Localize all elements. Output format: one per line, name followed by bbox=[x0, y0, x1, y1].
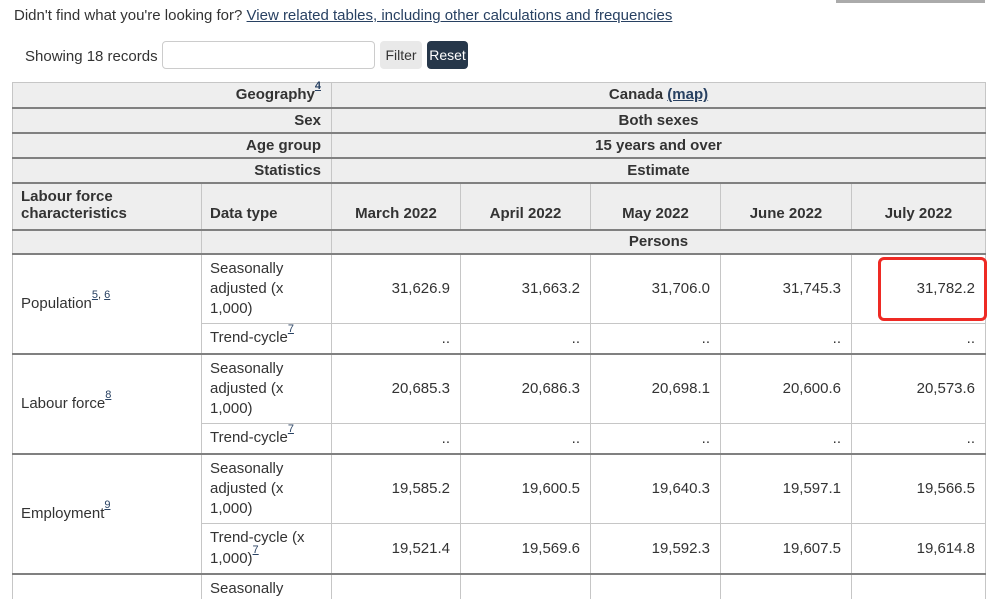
value-cell: 20,686.3 bbox=[460, 352, 591, 425]
labour-force-data-table: Geography4 Canada (map) Sex Both sexes A… bbox=[12, 80, 988, 599]
prompt-text: Didn't find what you're looking for? bbox=[14, 7, 243, 24]
value-cell: 19,521.4 bbox=[331, 523, 461, 575]
data-type-cell: Trend-cycle7 bbox=[201, 323, 332, 354]
filter-row-sex: Sex Both sexes bbox=[12, 106, 987, 133]
column-header-month: April 2022 bbox=[460, 181, 591, 230]
value-cell: .. bbox=[850, 323, 987, 354]
value-cell: 19,607.5 bbox=[720, 523, 852, 575]
value-cell: 20,573.6 bbox=[850, 352, 987, 425]
value-cell: 31,663.2 bbox=[460, 252, 591, 325]
footnote-link[interactable]: 7 bbox=[287, 423, 294, 436]
footnote-link[interactable]: 5 bbox=[91, 289, 99, 301]
value-cell: 20,698.1 bbox=[590, 352, 721, 425]
filter-label-age-group: Age group bbox=[12, 131, 332, 158]
value-cell: 31,745.3 bbox=[720, 252, 852, 325]
filter-label-statistics: Statistics bbox=[12, 156, 332, 183]
value-cell: 31,626.9 bbox=[331, 252, 461, 325]
value-cell: .. bbox=[720, 323, 852, 354]
footnote-link[interactable]: 4 bbox=[314, 80, 321, 93]
unit-header-row: Persons bbox=[12, 228, 987, 254]
filter-row-geography: Geography4 Canada (map) bbox=[12, 80, 987, 108]
value-cell: .. bbox=[850, 423, 987, 454]
table-row: Labour force8 Seasonally adjusted (x 1,00… bbox=[12, 352, 987, 454]
unit-empty-cell bbox=[12, 228, 202, 254]
footnote-link[interactable]: 6 bbox=[104, 289, 111, 301]
footnote-link[interactable]: 7 bbox=[252, 543, 259, 556]
cutoff-element-edge bbox=[836, 0, 985, 3]
value-cell: 19,600.5 bbox=[460, 452, 591, 525]
footnote-link[interactable]: 8 bbox=[105, 389, 112, 401]
data-type-cell: Trend-cycle (x 1,000)7 bbox=[201, 523, 332, 575]
value-cell: 19,569.6 bbox=[460, 523, 591, 575]
data-type-cell: Seasonally adjusted (x 1,000) bbox=[201, 352, 332, 425]
column-header-month: May 2022 bbox=[590, 181, 721, 230]
footnote-link[interactable]: 9 bbox=[104, 499, 111, 512]
footnote-link[interactable]: 7 bbox=[287, 323, 294, 336]
record-count-label: Showing 18 records bbox=[25, 48, 158, 65]
value-cell: 15,897.2 bbox=[460, 572, 591, 599]
filter-row-age-group: Age group 15 years and over bbox=[12, 131, 987, 158]
row-label-population: Population5, 6 bbox=[12, 252, 202, 354]
value-cell: 16,032.6 bbox=[590, 572, 721, 599]
filter-value-statistics: Estimate bbox=[330, 156, 987, 183]
filter-input[interactable] bbox=[162, 41, 375, 69]
value-cell: .. bbox=[331, 323, 461, 354]
related-tables-prompt: Didn't find what you're looking for? Vie… bbox=[14, 7, 672, 24]
row-label-employment: Employment9 bbox=[12, 452, 202, 575]
filter-value-geography: Canada (map) bbox=[330, 82, 987, 108]
value-cell: 19,640.3 bbox=[590, 452, 721, 525]
value-cell: 20,685.3 bbox=[331, 352, 461, 425]
reset-button[interactable]: Reset bbox=[427, 41, 468, 69]
related-tables-link[interactable]: View related tables, including other cal… bbox=[246, 7, 673, 24]
filter-label-geography: Geography4 bbox=[12, 80, 332, 108]
value-cell: .. bbox=[331, 423, 461, 454]
value-cell: 20,600.6 bbox=[720, 352, 852, 425]
data-type-cell: Seasonally adjusted (x 1,000) bbox=[201, 452, 332, 525]
table-row: Full-time employment10Seasonally adjuste… bbox=[12, 572, 987, 599]
value-cell: 16,028.6 bbox=[720, 572, 852, 599]
column-header-data-type: Data type bbox=[201, 181, 332, 230]
table-row: Population5, 6 Seasonally adjusted (x 1,0… bbox=[12, 252, 988, 354]
table-row: Employment9 Seasonally adjusted (x 1,000)… bbox=[12, 452, 987, 575]
highlight-box bbox=[878, 256, 988, 322]
column-header-characteristics: Labour force characteristics bbox=[12, 181, 202, 230]
value-cell: 19,614.8 bbox=[850, 523, 987, 575]
data-type-cell: Seasonally adjusted (x 1,000) bbox=[201, 252, 332, 325]
value-cell: 19,585.2 bbox=[331, 452, 461, 525]
table-row: Trend-cycle7.......... bbox=[13, 323, 987, 354]
value-cell: .. bbox=[590, 423, 721, 454]
value-cell: .. bbox=[460, 323, 591, 354]
column-header-month: July 2022 bbox=[850, 181, 987, 230]
filter-row-statistics: Statistics Estimate bbox=[12, 156, 987, 183]
data-type-cell: Trend-cycle7 bbox=[201, 423, 332, 454]
table-row: Trend-cycle7.......... bbox=[13, 423, 987, 454]
row-label-labour-force: Labour force8 bbox=[12, 352, 202, 454]
value-cell: .. bbox=[590, 323, 721, 354]
filter-label-sex: Sex bbox=[12, 106, 332, 133]
unit-empty-cell bbox=[201, 228, 332, 254]
filter-value-sex: Both sexes bbox=[330, 106, 987, 133]
value-cell: .. bbox=[720, 423, 852, 454]
row-label-full-time-employment: Full-time employment10 bbox=[12, 572, 202, 599]
value-cell: 16,015.5 bbox=[850, 572, 987, 599]
column-header-month: March 2022 bbox=[331, 181, 461, 230]
unit-header: Persons bbox=[330, 228, 987, 254]
value-cell: .. bbox=[460, 423, 591, 454]
value-cell: 19,597.1 bbox=[720, 452, 852, 525]
value-cell: 19,592.3 bbox=[590, 523, 721, 575]
map-link[interactable]: (map) bbox=[667, 86, 709, 104]
column-header-month: June 2022 bbox=[720, 181, 852, 230]
value-cell: 15,928.8 bbox=[331, 572, 461, 599]
column-header-row: Labour force characteristics Data type M… bbox=[12, 181, 987, 230]
value-cell: 31,706.0 bbox=[590, 252, 721, 325]
highlighted-value-cell: 31,782.2 bbox=[850, 252, 988, 325]
filter-button[interactable]: Filter bbox=[380, 41, 422, 69]
data-type-cell: Seasonally adjusted (x 1,000) bbox=[201, 572, 332, 599]
filter-value-age-group: 15 years and over bbox=[330, 131, 987, 158]
value-cell: 19,566.5 bbox=[850, 452, 987, 525]
